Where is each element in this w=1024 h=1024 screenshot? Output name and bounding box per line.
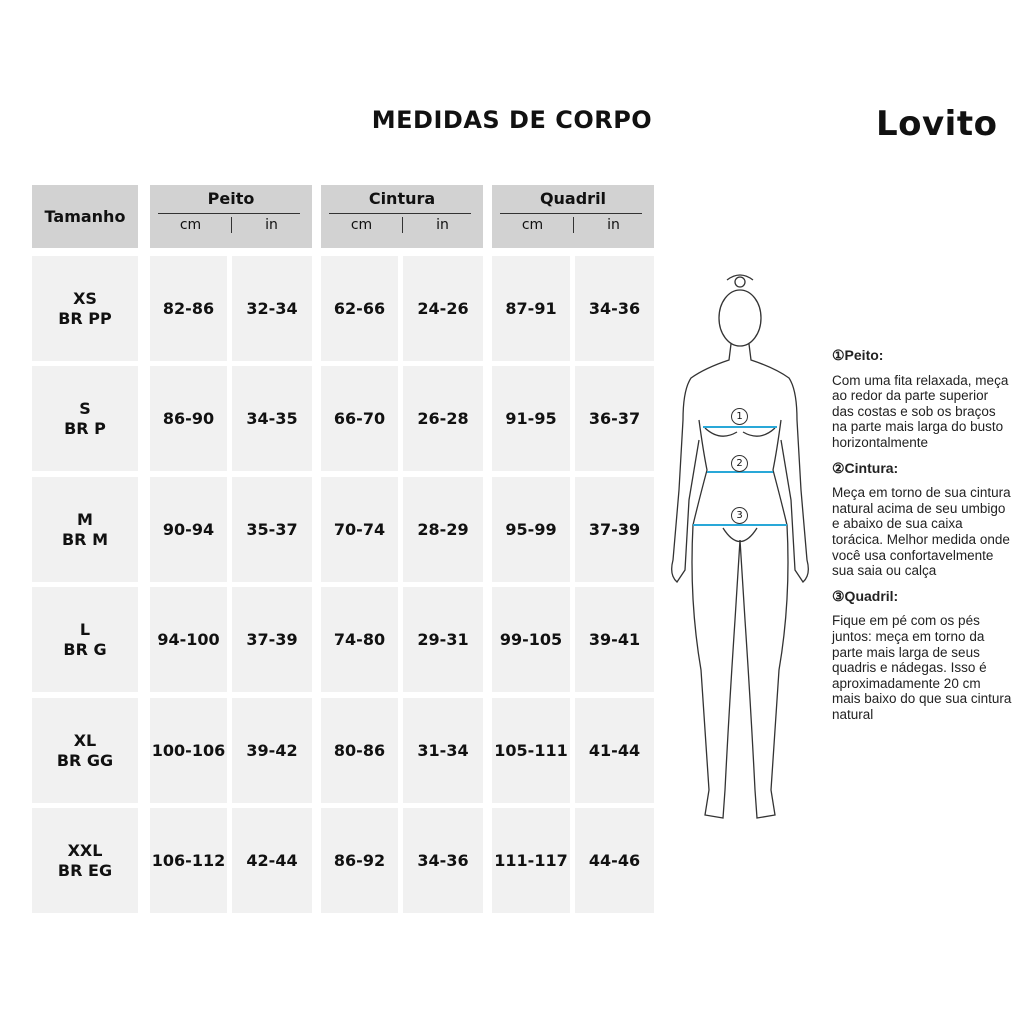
size-label: XXL [67,840,103,860]
page-title: MEDIDAS DE CORPO [371,106,653,134]
value-cell: 106-112 [150,808,227,913]
br-size-label: BR EG [57,860,113,880]
value-cell: 105-111 [492,698,570,803]
marker-1: 1 [731,408,748,425]
value-cell: 39-42 [232,698,312,803]
unit-label: cm [350,217,373,233]
value-cell: 86-92 [321,808,398,913]
br-size-label: BR G [63,639,107,659]
value-cell: 44-46 [575,808,654,913]
size-cell: L BR G [32,587,138,692]
unit-label: cm [521,217,544,233]
value-cell: 36-37 [575,366,654,471]
value-cell: 41-44 [575,698,654,803]
group-name: Peito [207,189,255,208]
body-figure: 1 2 3 [665,270,815,834]
note-text: Meça em torno de sua cintura natural aci… [832,485,1011,579]
divider [231,217,232,233]
marker-2: 2 [731,455,748,472]
size-cell: XS BR PP [32,256,138,361]
group-name: Quadril [539,189,607,208]
size-column-header: Tamanho [32,185,138,248]
value-cell: 42-44 [232,808,312,913]
size-label: XS [73,288,97,308]
br-size-label: BR GG [56,750,114,770]
value-cell: 37-39 [232,587,312,692]
value-cell: 35-37 [232,477,312,582]
group-name: Cintura [368,189,436,208]
value-cell: 39-41 [575,587,654,692]
size-cell: M BR M [32,477,138,582]
value-cell: 32-34 [232,256,312,361]
value-cell: 94-100 [150,587,227,692]
divider [329,213,471,214]
br-size-label: BR M [61,529,108,549]
note-text: Com uma fita relaxada, meça ao redor da … [832,372,1009,450]
note-text: Fique em pé com os pés juntos: meça em t… [832,613,1012,722]
value-cell: 111-117 [492,808,570,913]
unit-label: in [436,217,449,233]
value-cell: 62-66 [321,256,398,361]
measurement-instructions: ①Peito: Com uma fita relaxada, meça ao re… [832,347,1012,732]
size-label: XL [73,730,97,750]
value-cell: 80-86 [321,698,398,803]
value-cell: 90-94 [150,477,227,582]
value-cell: 95-99 [492,477,570,582]
value-cell: 70-74 [321,477,398,582]
value-cell: 31-34 [403,698,483,803]
divider [158,213,300,214]
value-cell: 26-28 [403,366,483,471]
value-cell: 82-86 [150,256,227,361]
note-heading: ①Peito: [832,347,884,363]
group-header-cintura: Cintura cm in [321,185,483,248]
value-cell: 91-95 [492,366,570,471]
value-cell: 34-36 [403,808,483,913]
value-cell: 34-35 [232,366,312,471]
size-label: M [77,509,93,529]
value-cell: 74-80 [321,587,398,692]
value-cell: 87-91 [492,256,570,361]
unit-label: in [607,217,620,233]
group-header-peito: Peito cm in [150,185,312,248]
br-size-label: BR PP [58,308,112,328]
value-cell: 99-105 [492,587,570,692]
value-cell: 86-90 [150,366,227,471]
value-cell: 66-70 [321,366,398,471]
value-cell: 34-36 [575,256,654,361]
value-cell: 28-29 [403,477,483,582]
size-label: L [79,619,91,639]
size-cell: S BR P [32,366,138,471]
value-cell: 37-39 [575,477,654,582]
size-cell: XXL BR EG [32,808,138,913]
value-cell: 100-106 [150,698,227,803]
note-heading: ③Quadril: [832,587,899,604]
divider [500,213,642,214]
brand-logo: Lovito [876,104,998,144]
value-cell: 24-26 [403,256,483,361]
note-heading: ②Cintura: [832,459,899,476]
marker-3: 3 [731,507,748,524]
group-header-quadril: Quadril cm in [492,185,654,248]
size-cell: XL BR GG [32,698,138,803]
br-size-label: BR P [64,418,106,438]
unit-label: cm [179,217,202,233]
divider [573,217,574,233]
unit-label: in [265,217,278,233]
size-label: S [79,398,91,418]
value-cell: 29-31 [403,587,483,692]
divider [402,217,403,233]
